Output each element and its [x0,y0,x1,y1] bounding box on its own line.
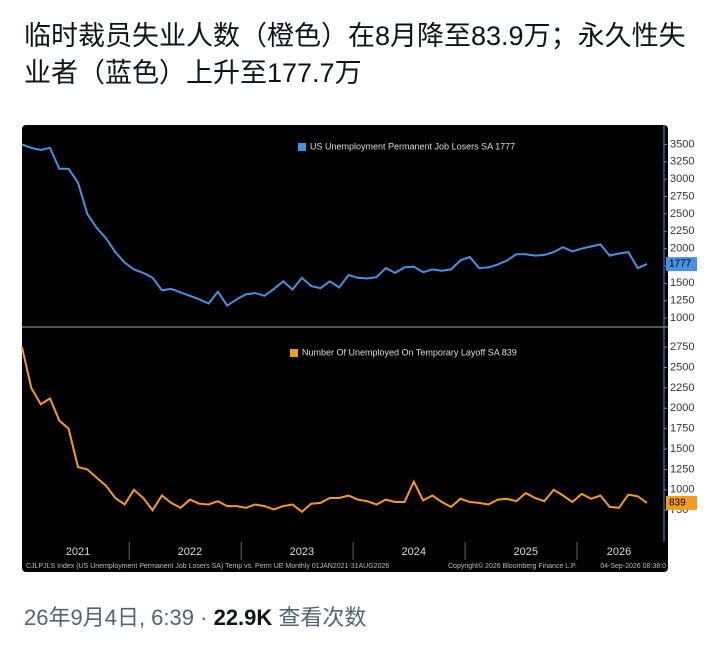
y-tick-label: 2500 [670,208,694,220]
legend-label: Number Of Unemployed On Temporary Layoff… [302,347,517,357]
x-tick-label: 2021 [66,546,90,558]
legend-swatch [290,349,298,357]
footer-middle: Copyright© 2026 Bloomberg Finance L.P. [448,562,577,570]
data-line [21,143,648,307]
y-tick-label: 2000 [670,243,694,255]
y-tick-label: 1000 [670,312,694,324]
x-tick-label: 2022 [178,546,202,558]
y-tick-label: 1250 [670,295,694,307]
value-label-box [666,495,697,510]
y-tick-label: 2250 [670,382,694,394]
value-label: 839 [669,498,686,509]
views-label: 查看次数 [278,605,367,630]
y-tick-label: 1500 [670,443,694,455]
value-label: 1777 [669,259,692,270]
x-tick-label: 2025 [513,546,537,558]
tweet-text: 临时裁员失业人数（橙色）在8月降至83.9万；永久性失业者（蓝色）上升至177.… [24,21,686,88]
y-tick-label: 2750 [670,341,694,353]
y-tick-label: 3500 [670,138,694,150]
y-tick-label: 3000 [670,173,694,185]
data-line [21,346,648,514]
y-tick-label: 1250 [670,463,694,475]
x-tick-label: 2023 [290,546,314,558]
tweet-footer: 26年9月4日, 6:39 · 22.9K 查看次数 [24,600,366,632]
legend-label: US Unemployment Permanent Job Losers SA … [310,141,515,151]
footer-left: CJLPJLS Index (US Unemployment Permanent… [26,563,389,570]
separator: · [200,605,208,630]
x-tick-label: 2026 [607,546,631,558]
y-tick-label: 1750 [670,423,694,435]
footer-right: 04-Sep-2026 08:38:0 [600,563,666,570]
y-tick-label: 3250 [670,156,694,168]
y-tick-label: 1000 [670,484,694,496]
y-tick-label: 2250 [670,225,694,237]
views[interactable]: 22.9K [213,605,273,630]
y-tick-label: 2750 [670,190,694,202]
x-tick-label: 2024 [402,546,426,558]
chart: CJLPJLS Index (US Unemployment Permanent… [21,125,697,572]
y-tick-label: 1500 [670,277,694,289]
legend-swatch [298,143,306,151]
y-tick-label: 2000 [670,402,694,414]
chart-background [22,125,668,572]
value-label-box [666,257,697,272]
y-tick-label: 2500 [670,361,694,373]
timestamp: 26年9月4日, 6:39 [24,605,194,630]
